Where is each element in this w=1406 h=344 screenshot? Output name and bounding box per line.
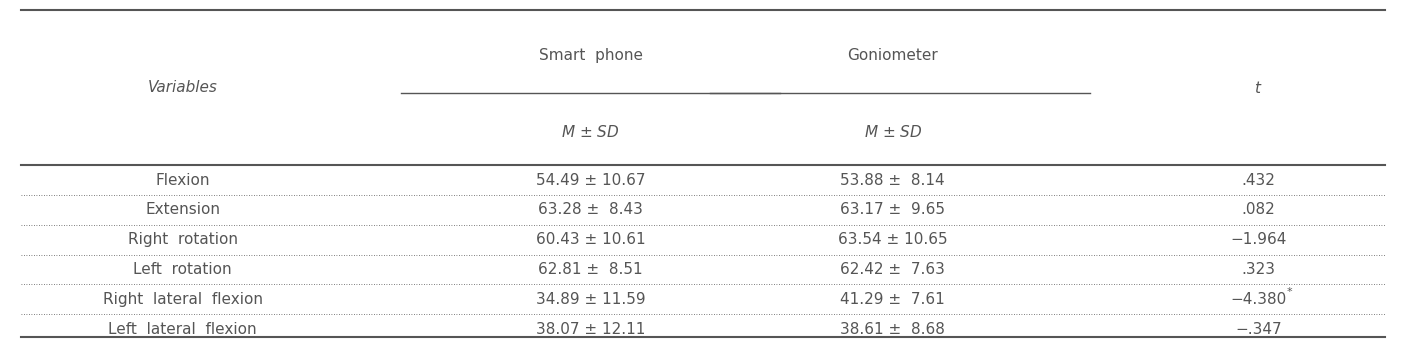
Text: $t$: $t$: [1254, 80, 1263, 96]
Text: Smart  phone: Smart phone: [538, 47, 643, 63]
Text: 60.43 ± 10.61: 60.43 ± 10.61: [536, 232, 645, 247]
Text: Right  lateral  flexion: Right lateral flexion: [103, 292, 263, 307]
Text: .323: .323: [1241, 262, 1275, 277]
Text: −.347: −.347: [1234, 322, 1282, 336]
Text: $M$ ± $SD$: $M$ ± $SD$: [863, 125, 922, 140]
Text: 38.07 ± 12.11: 38.07 ± 12.11: [536, 322, 645, 336]
Text: Flexion: Flexion: [156, 173, 209, 187]
Text: Variables: Variables: [148, 80, 218, 95]
Text: Right  rotation: Right rotation: [128, 232, 238, 247]
Text: $M$ ± $SD$: $M$ ± $SD$: [561, 125, 620, 140]
Text: 63.17 ±  9.65: 63.17 ± 9.65: [841, 202, 945, 217]
Text: 63.28 ±  8.43: 63.28 ± 8.43: [538, 202, 643, 217]
Text: 54.49 ± 10.67: 54.49 ± 10.67: [536, 173, 645, 187]
Text: 62.42 ±  7.63: 62.42 ± 7.63: [841, 262, 945, 277]
Text: .432: .432: [1241, 173, 1275, 187]
Text: Left  lateral  flexion: Left lateral flexion: [108, 322, 257, 336]
Text: −4.380: −4.380: [1230, 292, 1286, 307]
Text: Goniometer: Goniometer: [848, 47, 938, 63]
Text: *: *: [1286, 287, 1292, 297]
Text: −1.964: −1.964: [1230, 232, 1286, 247]
Text: Left  rotation: Left rotation: [134, 262, 232, 277]
Text: 41.29 ±  7.61: 41.29 ± 7.61: [841, 292, 945, 307]
Text: 63.54 ± 10.65: 63.54 ± 10.65: [838, 232, 948, 247]
Text: 34.89 ± 11.59: 34.89 ± 11.59: [536, 292, 645, 307]
Text: .082: .082: [1241, 202, 1275, 217]
Text: 53.88 ±  8.14: 53.88 ± 8.14: [841, 173, 945, 187]
Text: 62.81 ±  8.51: 62.81 ± 8.51: [538, 262, 643, 277]
Text: Extension: Extension: [145, 202, 221, 217]
Text: 38.61 ±  8.68: 38.61 ± 8.68: [841, 322, 945, 336]
